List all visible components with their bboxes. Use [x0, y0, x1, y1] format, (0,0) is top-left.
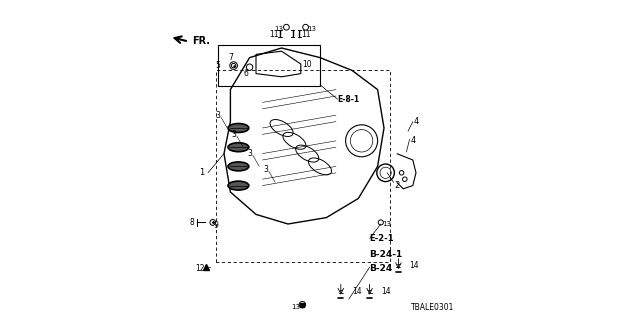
- Text: 7: 7: [228, 53, 233, 62]
- Text: 10: 10: [302, 60, 312, 68]
- Text: B-24-1: B-24-1: [370, 250, 403, 259]
- Text: 3: 3: [215, 111, 220, 120]
- Text: 2: 2: [394, 181, 399, 190]
- Text: 9: 9: [214, 221, 218, 230]
- Text: B-24: B-24: [370, 264, 393, 273]
- Text: 4: 4: [413, 117, 419, 126]
- Ellipse shape: [228, 124, 249, 132]
- Text: 14: 14: [381, 287, 390, 296]
- Text: 14: 14: [352, 287, 362, 296]
- Text: 4: 4: [410, 136, 415, 145]
- Text: 11: 11: [269, 30, 278, 39]
- Text: 1: 1: [199, 168, 204, 177]
- Text: E-2-1: E-2-1: [370, 234, 394, 243]
- Text: 3: 3: [263, 165, 268, 174]
- Text: 8: 8: [189, 218, 195, 227]
- Text: 13: 13: [383, 221, 392, 227]
- Text: 14: 14: [410, 261, 419, 270]
- Text: 13: 13: [307, 26, 317, 32]
- Text: E-8-1: E-8-1: [338, 95, 360, 104]
- Text: 3: 3: [247, 149, 252, 158]
- Ellipse shape: [228, 181, 249, 190]
- Text: 6: 6: [244, 69, 249, 78]
- Text: 3: 3: [231, 130, 236, 139]
- Text: 12: 12: [195, 264, 205, 273]
- Ellipse shape: [228, 143, 249, 152]
- Text: 13: 13: [274, 26, 283, 32]
- Text: TBALE0301: TBALE0301: [411, 303, 454, 312]
- Text: 5: 5: [215, 61, 220, 70]
- Text: FR.: FR.: [192, 36, 210, 46]
- Ellipse shape: [228, 162, 249, 171]
- Text: 11: 11: [301, 30, 310, 39]
- Text: 13: 13: [291, 304, 301, 309]
